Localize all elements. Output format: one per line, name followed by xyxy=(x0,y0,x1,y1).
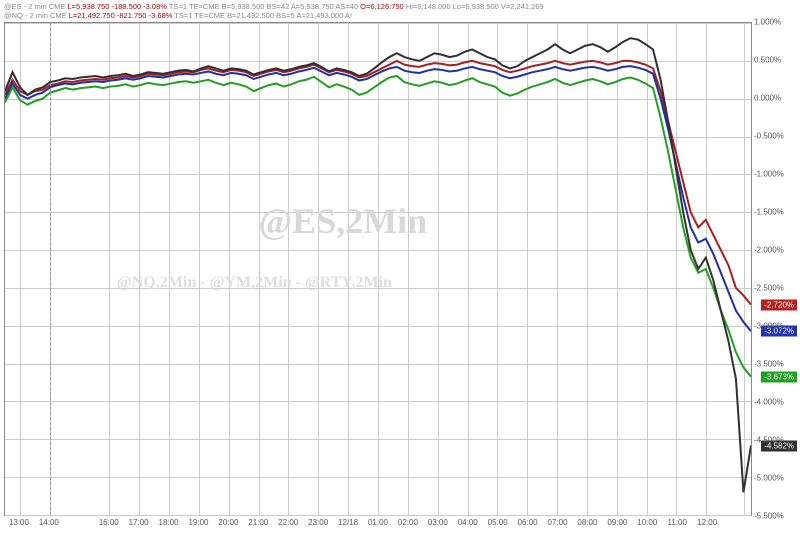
y-tick-label: -1.000% xyxy=(754,170,784,179)
header-segment: TS=1 TE=CME B=21,492.500 BS=5 A=21,493.0… xyxy=(172,11,352,20)
y-tick-label: -4.500% xyxy=(754,436,784,445)
y-tick-label: -3.500% xyxy=(754,360,784,369)
header-segment: Hi=6,148.000 Lo=5,938.500 V=2,241,269 xyxy=(404,2,544,11)
y-tick-label: -2.000% xyxy=(754,246,784,255)
gridline-v xyxy=(288,23,289,515)
gridline-v xyxy=(557,23,558,515)
x-tick-label: 04:00 xyxy=(458,518,478,527)
header-segment: L=5,938.750 -188.500 -3.08% xyxy=(67,2,166,11)
x-tick-label: 08:00 xyxy=(577,518,597,527)
gridline-v xyxy=(647,23,648,515)
x-tick-label: 05:00 xyxy=(488,518,508,527)
gridline-v xyxy=(438,23,439,515)
gridline-v xyxy=(744,23,745,515)
x-tick-label: 11:00 xyxy=(667,518,686,527)
header-row-2: @NQ - 2 min CME L=21,492.750 -821.750 -3… xyxy=(4,11,796,20)
x-tick-label: 12:00 xyxy=(697,518,717,527)
header-segment: @ES - 2 min CME xyxy=(4,2,67,11)
x-tick-label: 06:00 xyxy=(518,518,538,527)
gridline-v xyxy=(706,23,707,515)
gridline-v xyxy=(468,23,469,515)
gridline-v xyxy=(139,23,140,515)
y-tick-label: -1.500% xyxy=(754,208,784,217)
header-segment: @NQ - 2 min CME xyxy=(4,11,69,20)
gridline-v xyxy=(259,23,260,515)
x-tick-label: 13:00 xyxy=(9,518,29,527)
x-tick-label: 01:00 xyxy=(368,518,388,527)
gridline-v xyxy=(318,23,319,515)
x-tick-label: 03:00 xyxy=(428,518,448,527)
gridline-v xyxy=(229,23,230,515)
y-tick-label: 1.000% xyxy=(754,18,781,27)
x-tick-label: 14:00 xyxy=(39,518,59,527)
gridline-v xyxy=(348,23,349,515)
y-tick-label: 0.500% xyxy=(754,56,781,65)
gridline-v xyxy=(587,23,588,515)
y-tick-label: -5.500% xyxy=(754,512,784,521)
x-tick-label: 17:00 xyxy=(129,518,149,527)
x-tick-label: 16:00 xyxy=(99,518,119,527)
y-tick-label: -2.500% xyxy=(754,284,784,293)
x-tick-label: 21:00 xyxy=(248,518,268,527)
gridline-v xyxy=(617,23,618,515)
x-tick-label: 20:00 xyxy=(218,518,238,527)
gridline-v xyxy=(408,23,409,515)
y-tick-label: -0.500% xyxy=(754,132,784,141)
x-tick-label: 19:00 xyxy=(188,518,208,527)
x-tick-label: 10:00 xyxy=(637,518,657,527)
y-tick-label: -3.000% xyxy=(754,322,784,331)
y-axis: -5.500%-5.000%-4.500%-4.000%-3.500%-3.00… xyxy=(754,22,796,516)
x-axis: 13:00 14:00 16:00 17:00 18:00 19:00 20:00 21:00… xyxy=(4,518,752,532)
plot-area: @ES,2Min @NQ,2Min - @YM,2Min - @RTY,2Min… xyxy=(4,22,752,516)
gridline-v xyxy=(527,23,528,515)
x-tick-label: 18:00 xyxy=(159,518,179,527)
header-segment: TS=1 TE=CME B=5,938.500 BS=42 A=5,938.75… xyxy=(167,2,360,11)
x-tick-label: 23:00 xyxy=(308,518,328,527)
gridline-v xyxy=(199,23,200,515)
gridline-v xyxy=(20,23,21,515)
gridline-v xyxy=(497,23,498,515)
y-tick-label: -5.000% xyxy=(754,474,784,483)
gridline-v xyxy=(378,23,379,515)
y-tick-label: -4.000% xyxy=(754,398,784,407)
gridline-v xyxy=(109,23,110,515)
chart-container: @ES - 2 min CME L=5,938.750 -188.500 -3.… xyxy=(0,0,800,534)
x-tick-label: 07:00 xyxy=(548,518,568,527)
gridline-v xyxy=(676,23,677,515)
header-row-1: @ES - 2 min CME L=5,938.750 -188.500 -3.… xyxy=(4,2,796,11)
x-tick-label: 09:00 xyxy=(607,518,627,527)
y-tick-label: 0.000% xyxy=(754,94,781,103)
x-tick-label: 12/18 xyxy=(338,518,358,527)
x-tick-label: 02:00 xyxy=(398,518,418,527)
gridline-h xyxy=(5,515,751,516)
header-segment: L=21,492.750 -821.750 -3.68% xyxy=(69,11,173,20)
header-segment: O=6,126.750 xyxy=(360,2,404,11)
gridline-v xyxy=(169,23,170,515)
watermark-sub: @NQ,2Min - @YM,2Min - @RTY,2Min xyxy=(117,274,392,292)
session-divider xyxy=(50,23,51,515)
x-tick-label: 22:00 xyxy=(278,518,298,527)
chart-header: @ES - 2 min CME L=5,938.750 -188.500 -3.… xyxy=(4,2,796,20)
watermark-main: @ES,2Min xyxy=(259,200,428,242)
